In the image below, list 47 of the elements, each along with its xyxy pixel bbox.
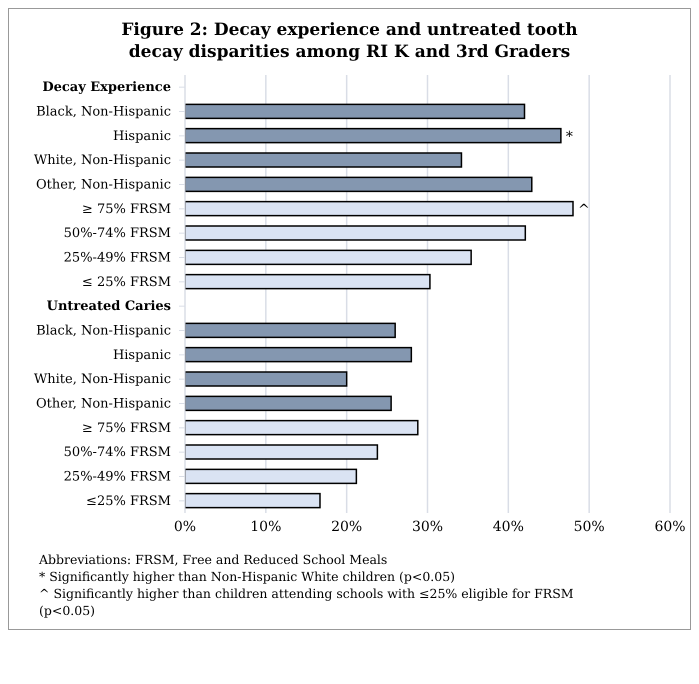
y-tick-label: 50%-74% FRSM xyxy=(64,445,171,460)
y-tick-label: ≤25% FRSM xyxy=(86,494,171,509)
bar xyxy=(185,176,533,192)
x-tick-label: 20% xyxy=(331,518,362,535)
bar xyxy=(185,274,431,290)
bar xyxy=(185,346,412,362)
x-tick-label: 40% xyxy=(492,518,524,535)
bar xyxy=(185,371,348,387)
bar xyxy=(185,104,526,120)
text: * Significantly higher than Non-Hispanic White children (p<0.05) xyxy=(39,568,456,585)
bar xyxy=(185,225,526,241)
y-tick-label: White, Non-Hispanic xyxy=(34,153,171,168)
x-tick-label: 30% xyxy=(412,518,444,535)
x-tick-label: 0% xyxy=(174,518,196,535)
chart-title: Figure 2: Decay experience and untreated tooth decay disparities among RI K and 3rd Graders xyxy=(120,19,579,64)
y-tick-label: ≥ 75% FRSM xyxy=(82,202,171,217)
y-tick-label: ≥ 75% FRSM xyxy=(82,420,171,436)
x-tick-label: 60% xyxy=(654,518,686,535)
bar xyxy=(185,200,574,216)
text: ^ Significantly higher than children attending schools with ≤25% eligible for FRSM (p<0.05) xyxy=(39,585,575,619)
bar xyxy=(185,152,462,168)
y-tick-label: 25%-49% FRSM xyxy=(64,470,171,484)
y-tick-label: Other, Non-Hispanic xyxy=(36,178,171,192)
y-tick-label: Decay Experience xyxy=(42,80,171,96)
annotation: * xyxy=(566,128,573,145)
y-tick-label: Other, Non-Hispanic xyxy=(36,396,171,412)
y-tick-label: Hispanic xyxy=(112,128,171,144)
bar xyxy=(185,492,321,508)
bar xyxy=(185,250,472,266)
annotation: ^ xyxy=(578,202,590,218)
text: Abbreviations: FRSM, Free and Reduced School Meals xyxy=(39,551,388,568)
bar xyxy=(185,396,392,412)
bar xyxy=(185,468,358,484)
bar xyxy=(185,420,419,436)
x-tick-label: 50% xyxy=(574,518,605,535)
bar xyxy=(185,444,378,460)
y-tick-label: Black, Non-Hispanic xyxy=(36,104,171,120)
x-tick-label: 10% xyxy=(250,518,282,535)
y-tick-label: 25%-49% FRSM xyxy=(64,250,171,266)
bar xyxy=(185,128,562,144)
y-tick-label: White, Non-Hispanic xyxy=(34,372,171,388)
y-tick-label: 50%-74% FRSM xyxy=(64,226,171,242)
y-tick-label: ≤ 25% FRSM xyxy=(82,274,171,290)
y-tick-label: Hispanic xyxy=(112,348,171,363)
y-tick-label: Black, Non-Hispanic xyxy=(36,324,171,338)
bar xyxy=(185,322,396,338)
y-tick-label: Untreated Caries xyxy=(46,299,171,314)
